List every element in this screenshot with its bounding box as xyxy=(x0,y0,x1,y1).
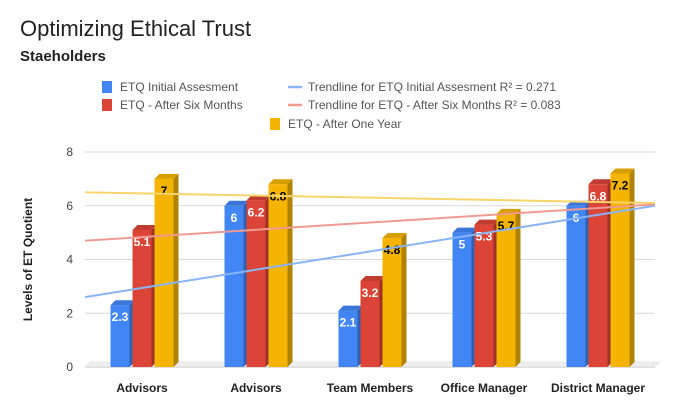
y-tick-label: 6 xyxy=(66,199,73,213)
data-label: 5.1 xyxy=(134,235,151,249)
y-tick-label: 4 xyxy=(66,253,73,267)
y-tick-label: 2 xyxy=(66,306,73,320)
bar-top xyxy=(268,179,293,185)
data-label: 6.8 xyxy=(590,189,607,203)
bar xyxy=(382,238,402,367)
legend-swatch xyxy=(270,118,280,130)
y-axis-title: Levels of ET Quotient xyxy=(21,198,35,321)
legend-label: ETQ - After Six Months xyxy=(120,98,243,112)
trendline xyxy=(84,191,656,205)
data-label: 2.3 xyxy=(112,310,129,324)
y-tick-label: 8 xyxy=(66,145,73,159)
x-tick-label: Advisors xyxy=(116,381,168,395)
data-label: 2.1 xyxy=(340,316,357,330)
legend-label: Trendline for ETQ Initial Assesment R² =… xyxy=(308,80,556,94)
bar-top xyxy=(154,173,179,179)
bar-side xyxy=(401,233,407,367)
bar xyxy=(268,184,288,367)
legend-label: Trendline for ETQ - After Six Months R² … xyxy=(308,98,561,112)
x-tick-label: Office Manager xyxy=(441,381,528,395)
legend-swatch xyxy=(102,99,112,111)
data-label: 3.2 xyxy=(362,286,379,300)
bar-top xyxy=(382,233,407,238)
bar xyxy=(338,310,358,367)
bar xyxy=(154,178,174,367)
bar xyxy=(110,305,130,367)
bar-side xyxy=(287,179,293,367)
bar-side xyxy=(515,208,521,367)
bar xyxy=(588,184,608,367)
bar-top xyxy=(132,224,157,230)
bar-top xyxy=(338,305,363,311)
bar-side xyxy=(629,168,635,367)
data-label: 6.2 xyxy=(248,205,265,219)
x-tick-label: Team Members xyxy=(327,381,414,395)
bar-top xyxy=(110,300,135,306)
bar xyxy=(496,213,516,367)
trendline xyxy=(84,204,656,299)
data-label: 6 xyxy=(231,211,238,225)
bar xyxy=(566,205,586,367)
legend-label: ETQ - After One Year xyxy=(288,117,401,131)
x-tick-label: District Manager xyxy=(551,381,645,395)
chart-subtitle: Staeholders xyxy=(20,48,106,65)
bar xyxy=(452,232,472,367)
x-tick-label: Advisors xyxy=(230,381,282,395)
legend-label: ETQ Initial Assesment xyxy=(120,80,239,94)
bar-side xyxy=(173,173,179,367)
bar-top xyxy=(588,179,613,185)
bar xyxy=(246,200,266,367)
bar xyxy=(360,281,380,367)
bar-top xyxy=(360,276,385,281)
data-label: 5 xyxy=(459,238,466,252)
data-label: 7 xyxy=(161,184,168,198)
bar-top xyxy=(452,227,477,233)
bar-top xyxy=(474,219,499,225)
y-tick-label: 0 xyxy=(66,360,73,374)
bar xyxy=(224,205,244,367)
bar xyxy=(132,229,152,367)
bar xyxy=(610,173,630,367)
data-label: 7.2 xyxy=(612,179,629,193)
data-label: 4.8 xyxy=(384,243,401,257)
legend-swatch xyxy=(102,81,112,93)
bar xyxy=(474,224,494,367)
chart-title: Optimizing Ethical Trust xyxy=(20,16,252,41)
bar-top xyxy=(610,168,635,174)
bar-top xyxy=(224,200,249,206)
trendline xyxy=(84,203,656,242)
